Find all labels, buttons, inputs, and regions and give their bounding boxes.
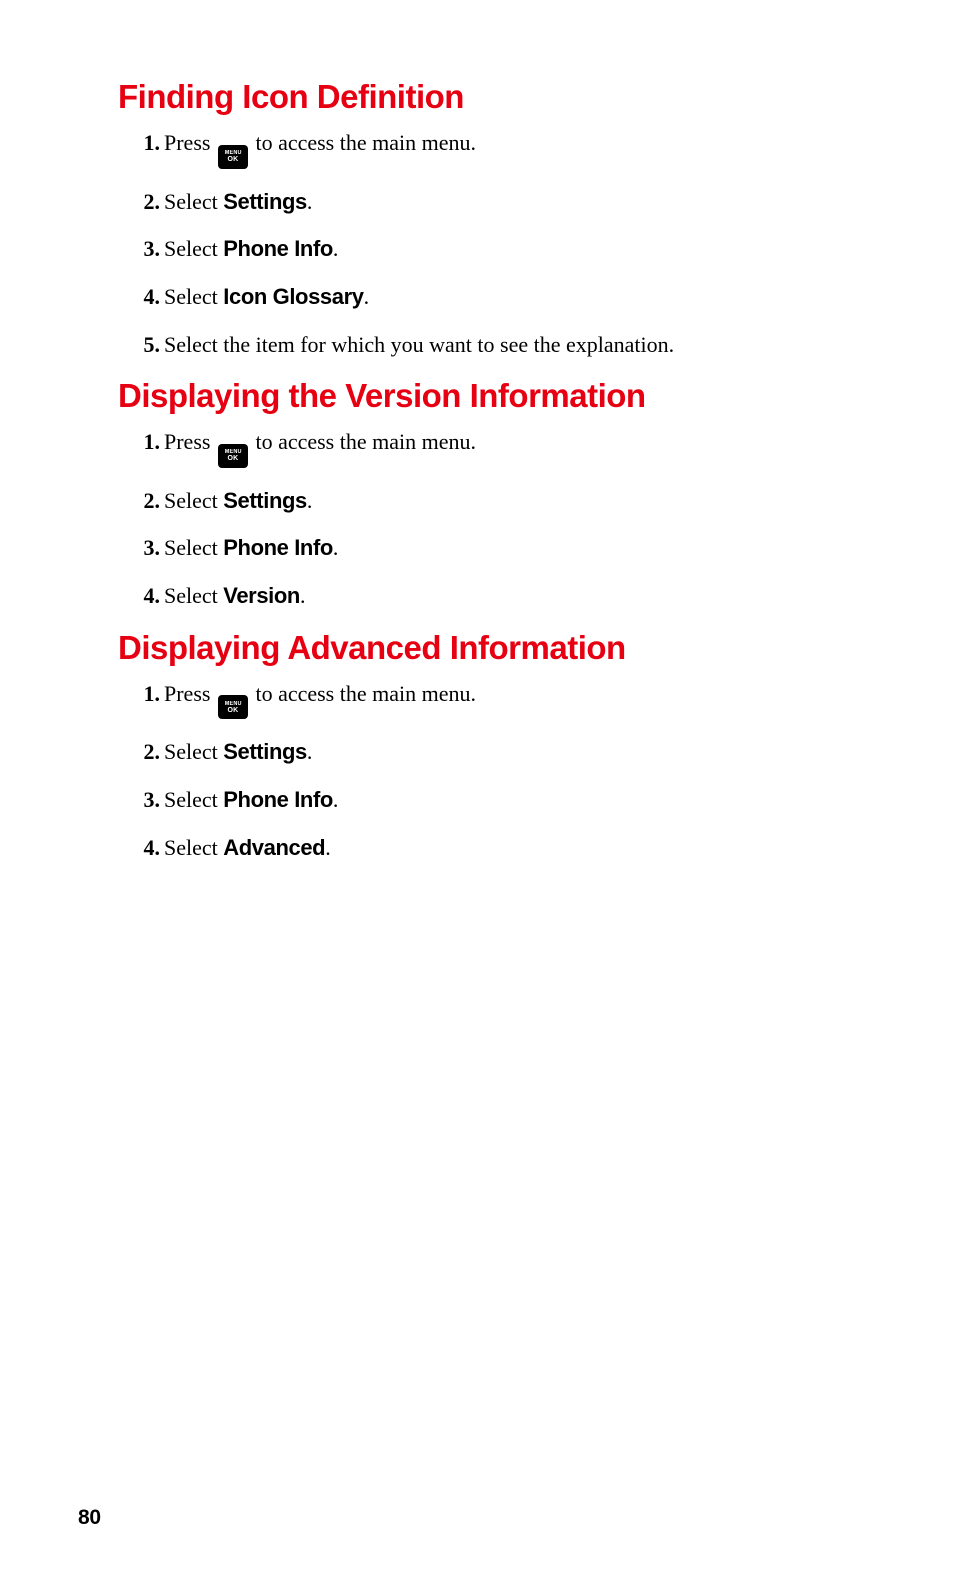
text-suffix: . — [307, 488, 313, 513]
step-text: Press MENUOK to access the main menu. — [164, 681, 476, 706]
step-number: 1. — [132, 679, 160, 709]
step-number: 1. — [132, 128, 160, 158]
step-item: 3. Select Phone Info. — [164, 234, 864, 264]
step-item: 2. Select Settings. — [164, 187, 864, 217]
text-suffix: . — [333, 535, 339, 560]
step-list: 1. Press MENUOK to access the main menu.… — [118, 427, 864, 611]
step-item: 3. Select Phone Info. — [164, 533, 864, 563]
step-number: 2. — [132, 737, 160, 767]
text-prefix: Select — [164, 535, 223, 560]
step-text: Select Phone Info. — [164, 236, 338, 261]
text-suffix: . — [307, 189, 313, 214]
icon-text-ok: OK — [228, 455, 239, 462]
menu-ok-icon: MENUOK — [218, 444, 248, 468]
menu-selection: Version — [223, 583, 300, 608]
section-heading: Displaying Advanced Information — [118, 629, 864, 667]
manual-page: Finding Icon Definition 1. Press MENUOK … — [0, 0, 954, 940]
step-list: 1. Press MENUOK to access the main menu.… — [118, 679, 864, 863]
text-prefix: Select — [164, 583, 223, 608]
step-number: 2. — [132, 187, 160, 217]
section-heading: Displaying the Version Information — [118, 377, 864, 415]
menu-ok-icon: MENUOK — [218, 695, 248, 719]
menu-selection: Icon Glossary — [223, 284, 363, 309]
step-number: 5. — [132, 330, 160, 360]
menu-selection: Phone Info — [223, 236, 333, 261]
icon-text-menu: MENU — [224, 449, 241, 455]
menu-selection: Settings — [223, 488, 307, 513]
step-number: 3. — [132, 785, 160, 815]
icon-text-ok: OK — [228, 156, 239, 163]
text-suffix: . — [364, 284, 370, 309]
step-item: 1. Press MENUOK to access the main menu. — [164, 679, 864, 720]
text-prefix: Select — [164, 236, 223, 261]
text-suffix: . — [307, 739, 313, 764]
step-item: 3. Select Phone Info. — [164, 785, 864, 815]
text-prefix: Select — [164, 284, 223, 309]
text-prefix: Select — [164, 488, 223, 513]
text-after-icon: to access the main menu. — [250, 429, 476, 454]
icon-text-ok: OK — [228, 707, 239, 714]
step-item: 2. Select Settings. — [164, 737, 864, 767]
step-number: 4. — [132, 581, 160, 611]
text-after-icon: to access the main menu. — [250, 681, 476, 706]
menu-selection: Phone Info — [223, 787, 333, 812]
menu-selection: Phone Info — [223, 535, 333, 560]
menu-selection: Settings — [223, 189, 307, 214]
text-before-icon: Press — [164, 681, 216, 706]
text-suffix: . — [333, 236, 339, 261]
step-number: 4. — [132, 833, 160, 863]
page-number: 80 — [78, 1506, 101, 1530]
step-text: Select Settings. — [164, 488, 312, 513]
step-item: 1. Press MENUOK to access the main menu. — [164, 128, 864, 169]
text-after-icon: to access the main menu. — [250, 130, 476, 155]
text-prefix: Select — [164, 787, 223, 812]
step-number: 4. — [132, 282, 160, 312]
step-text: Select Settings. — [164, 739, 312, 764]
step-item: 5. Select the item for which you want to… — [164, 330, 864, 360]
step-text: Press MENUOK to access the main menu. — [164, 429, 476, 454]
step-number: 1. — [132, 427, 160, 457]
text-prefix: Select — [164, 835, 223, 860]
menu-ok-icon: MENUOK — [218, 145, 248, 169]
step-text: Select the item for which you want to se… — [164, 332, 674, 357]
text-prefix: Select — [164, 739, 223, 764]
step-text: Select Version. — [164, 583, 305, 608]
section-heading: Finding Icon Definition — [118, 78, 864, 116]
step-text: Select Phone Info. — [164, 535, 338, 560]
step-item: 4. Select Advanced. — [164, 833, 864, 863]
step-number: 2. — [132, 486, 160, 516]
text-prefix: Select — [164, 189, 223, 214]
step-number: 3. — [132, 533, 160, 563]
step-item: 4. Select Version. — [164, 581, 864, 611]
text-suffix: . — [325, 835, 331, 860]
menu-selection: Advanced — [223, 835, 325, 860]
step-text: Press MENUOK to access the main menu. — [164, 130, 476, 155]
text-suffix: . — [333, 787, 339, 812]
menu-selection: Settings — [223, 739, 307, 764]
step-list: 1. Press MENUOK to access the main menu.… — [118, 128, 864, 359]
icon-text-menu: MENU — [224, 701, 241, 707]
step-item: 4. Select Icon Glossary. — [164, 282, 864, 312]
step-text: Select Advanced. — [164, 835, 331, 860]
text-suffix: . — [300, 583, 306, 608]
step-text: Select Icon Glossary. — [164, 284, 369, 309]
step-item: 2. Select Settings. — [164, 486, 864, 516]
step-text: Select Phone Info. — [164, 787, 338, 812]
step-text: Select Settings. — [164, 189, 312, 214]
text-before-icon: Press — [164, 429, 216, 454]
text-before-icon: Press — [164, 130, 216, 155]
step-number: 3. — [132, 234, 160, 264]
step-item: 1. Press MENUOK to access the main menu. — [164, 427, 864, 468]
icon-text-menu: MENU — [224, 150, 241, 156]
